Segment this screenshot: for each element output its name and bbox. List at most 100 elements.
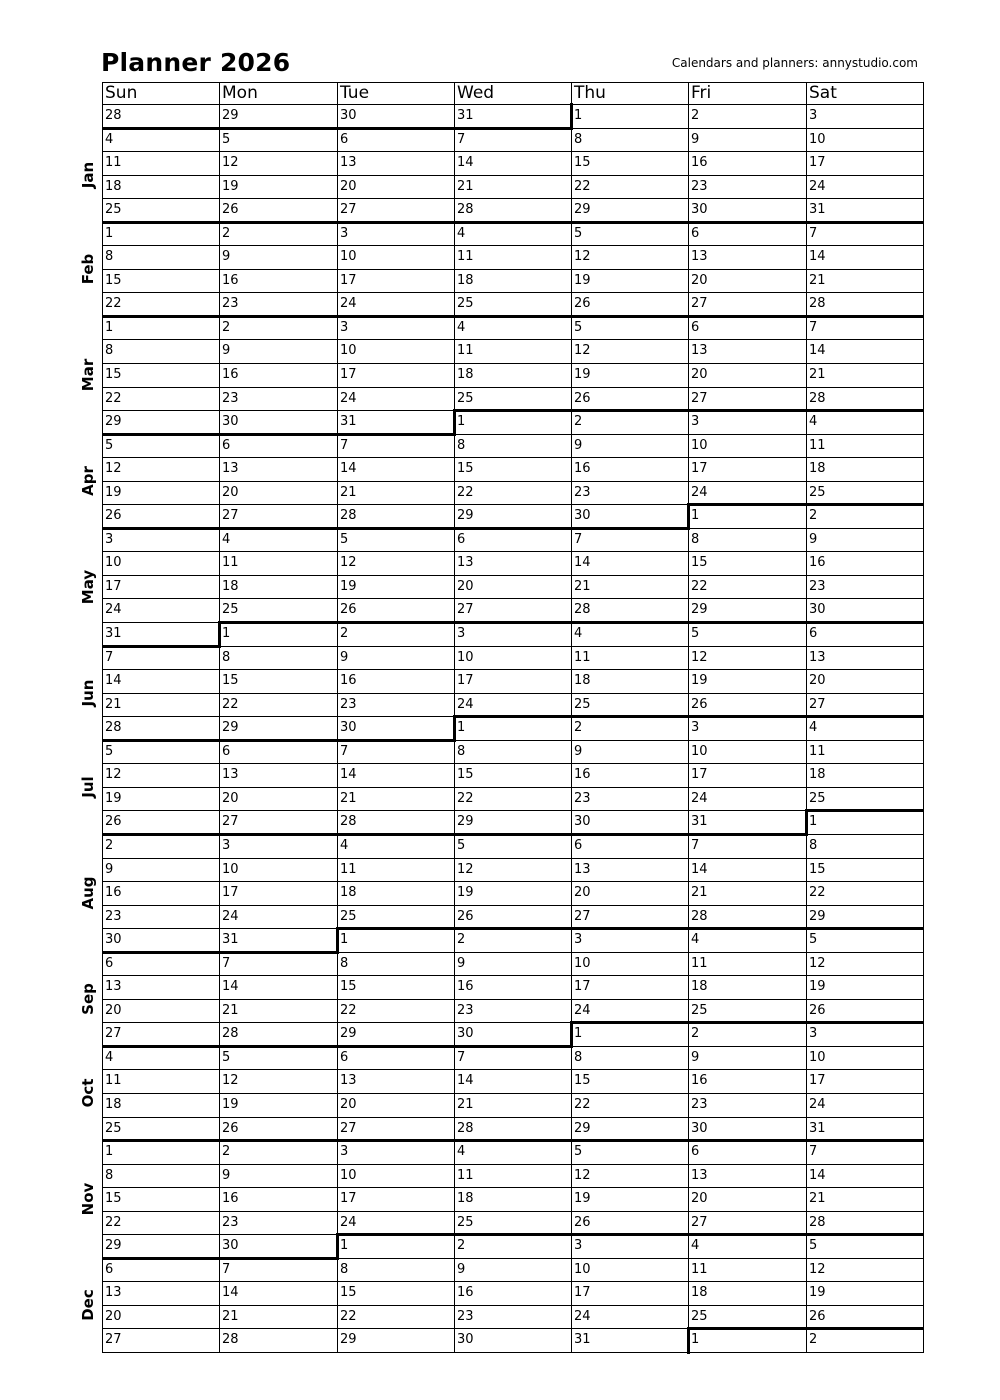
day-cell: 4 bbox=[105, 1050, 114, 1065]
day-cell: 19 bbox=[222, 179, 239, 194]
day-cell: 20 bbox=[809, 673, 826, 688]
day-cell: 20 bbox=[691, 273, 708, 288]
day-cell: 21 bbox=[691, 885, 708, 900]
day-cell: 9 bbox=[340, 650, 349, 665]
day-cell: 11 bbox=[340, 862, 357, 877]
day-cell: 1 bbox=[691, 508, 700, 523]
grid-line bbox=[102, 1352, 924, 1353]
weekday-header: Mon bbox=[222, 83, 258, 103]
grid-line bbox=[102, 434, 924, 435]
grid-line bbox=[102, 999, 924, 1000]
day-cell: 6 bbox=[691, 226, 700, 241]
day-cell: 17 bbox=[809, 1073, 826, 1088]
day-cell: 24 bbox=[574, 1003, 591, 1018]
day-cell: 18 bbox=[457, 1191, 474, 1206]
day-cell: 4 bbox=[691, 1238, 700, 1253]
day-cell: 24 bbox=[340, 1215, 357, 1230]
day-cell: 15 bbox=[105, 273, 122, 288]
day-cell: 1 bbox=[809, 814, 818, 829]
grid-line bbox=[102, 457, 924, 458]
day-cell: 6 bbox=[340, 132, 349, 147]
day-cell: 12 bbox=[574, 343, 591, 358]
day-cell: 22 bbox=[809, 885, 826, 900]
day-cell: 14 bbox=[222, 1285, 239, 1300]
day-cell: 12 bbox=[222, 155, 239, 170]
day-cell: 27 bbox=[691, 296, 708, 311]
day-cell: 10 bbox=[809, 1050, 826, 1065]
day-cell: 4 bbox=[574, 626, 583, 641]
day-cell: 27 bbox=[222, 814, 239, 829]
month-boundary bbox=[102, 1045, 572, 1048]
month-label: Nov bbox=[79, 1182, 97, 1216]
day-cell: 2 bbox=[457, 932, 466, 947]
day-cell: 28 bbox=[809, 296, 826, 311]
month-boundary bbox=[570, 1021, 573, 1048]
day-cell: 21 bbox=[340, 791, 357, 806]
day-cell: 28 bbox=[691, 909, 708, 924]
month-boundary bbox=[102, 951, 338, 954]
month-boundary bbox=[102, 221, 924, 224]
day-cell: 7 bbox=[105, 650, 114, 665]
day-cell: 10 bbox=[574, 1262, 591, 1277]
grid-line bbox=[102, 269, 924, 270]
day-cell: 19 bbox=[809, 979, 826, 994]
day-cell: 7 bbox=[574, 532, 583, 547]
day-cell: 5 bbox=[574, 320, 583, 335]
day-cell: 15 bbox=[457, 767, 474, 782]
day-cell: 28 bbox=[809, 391, 826, 406]
day-cell: 17 bbox=[691, 461, 708, 476]
weekday-header: Tue bbox=[340, 83, 370, 103]
grid-line bbox=[102, 1187, 924, 1188]
grid-line bbox=[102, 82, 103, 1353]
day-cell: 3 bbox=[222, 838, 231, 853]
day-cell: 10 bbox=[457, 650, 474, 665]
grid-line bbox=[102, 1281, 924, 1282]
day-cell: 3 bbox=[340, 320, 349, 335]
grid-line bbox=[102, 975, 924, 976]
day-cell: 26 bbox=[809, 1309, 826, 1324]
day-cell: 17 bbox=[105, 579, 122, 594]
day-cell: 2 bbox=[809, 1332, 818, 1347]
day-cell: 30 bbox=[340, 108, 357, 123]
day-cell: 3 bbox=[105, 532, 114, 547]
grid-line bbox=[219, 82, 220, 1353]
day-cell: 19 bbox=[105, 791, 122, 806]
day-cell: 17 bbox=[809, 155, 826, 170]
day-cell: 23 bbox=[222, 391, 239, 406]
grid-line bbox=[102, 198, 924, 199]
day-cell: 9 bbox=[222, 1168, 231, 1183]
day-cell: 3 bbox=[457, 626, 466, 641]
day-cell: 5 bbox=[691, 626, 700, 641]
grid-line bbox=[102, 858, 924, 859]
month-boundary bbox=[453, 409, 456, 436]
day-cell: 8 bbox=[340, 956, 349, 971]
day-cell: 23 bbox=[222, 1215, 239, 1230]
day-cell: 4 bbox=[809, 720, 818, 735]
day-cell: 8 bbox=[105, 343, 114, 358]
day-cell: 27 bbox=[105, 1332, 122, 1347]
month-boundary bbox=[687, 503, 690, 530]
day-cell: 6 bbox=[691, 320, 700, 335]
day-cell: 18 bbox=[691, 1285, 708, 1300]
day-cell: 25 bbox=[457, 391, 474, 406]
day-cell: 14 bbox=[457, 1073, 474, 1088]
day-cell: 5 bbox=[222, 1050, 231, 1065]
month-boundary bbox=[102, 1139, 924, 1142]
day-cell: 20 bbox=[105, 1309, 122, 1324]
grid-line bbox=[102, 363, 924, 364]
day-cell: 6 bbox=[105, 956, 114, 971]
month-boundary bbox=[571, 1021, 924, 1024]
day-cell: 13 bbox=[222, 767, 239, 782]
day-cell: 23 bbox=[691, 179, 708, 194]
day-cell: 12 bbox=[105, 461, 122, 476]
day-cell: 31 bbox=[222, 932, 239, 947]
day-cell: 17 bbox=[457, 673, 474, 688]
day-cell: 2 bbox=[340, 626, 349, 641]
day-cell: 25 bbox=[809, 485, 826, 500]
day-cell: 5 bbox=[809, 1238, 818, 1253]
grid-line bbox=[102, 669, 924, 670]
grid-line bbox=[102, 646, 924, 647]
day-cell: 18 bbox=[809, 767, 826, 782]
day-cell: 3 bbox=[691, 720, 700, 735]
day-cell: 20 bbox=[105, 1003, 122, 1018]
